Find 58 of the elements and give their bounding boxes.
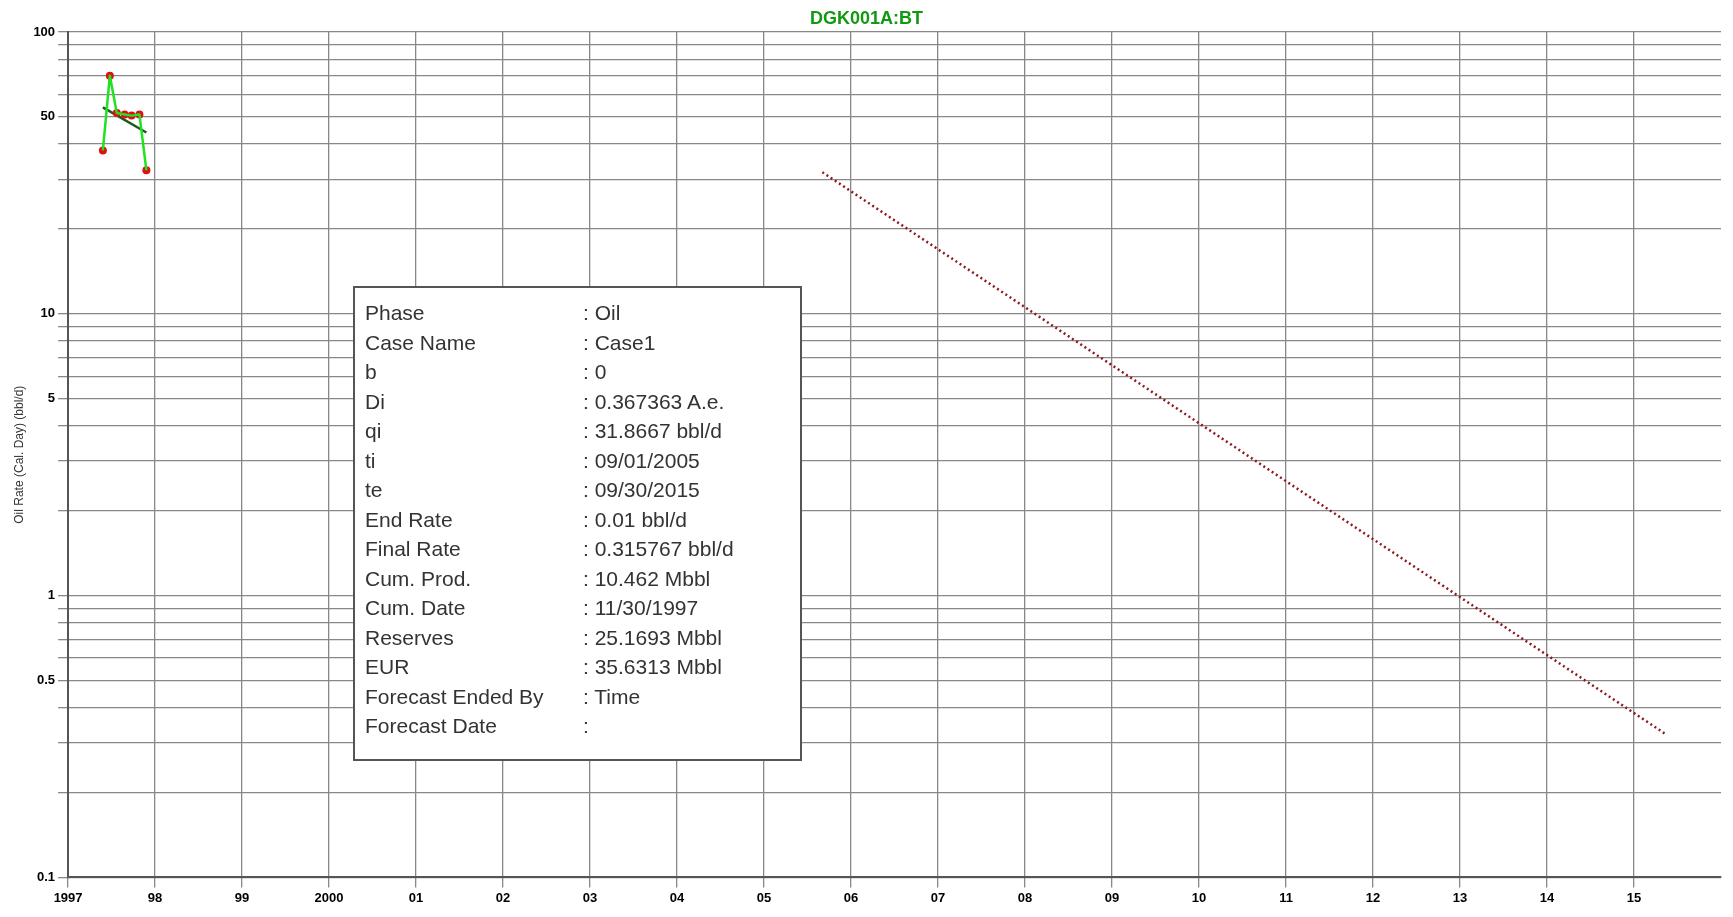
y-tick-label: 100: [33, 23, 56, 39]
annotation: : 0.01 bbl/d: [583, 506, 687, 533]
annotation: :: [583, 713, 589, 739]
x-tick-label: 04: [669, 889, 686, 905]
annotation: qi: [365, 418, 383, 444]
annotation: Cum. Prod.: [365, 565, 473, 592]
annotation: : Case1: [583, 329, 656, 356]
x-tick-label: 1997: [53, 889, 83, 905]
y-tick-label: 0.5: [37, 672, 56, 688]
annotation: ti: [365, 447, 377, 474]
x-tick-label: 10: [1191, 889, 1207, 905]
x-tick-label: 05: [756, 889, 772, 905]
annotation: : 0: [583, 359, 607, 385]
annotation: Cum. Date: [365, 595, 467, 621]
annotation: Final Rate: [365, 536, 462, 562]
annotation: : Time: [583, 683, 641, 710]
x-tick-label: 08: [1017, 889, 1033, 905]
annotation: EUR: [365, 654, 411, 680]
y-tick-label: 10: [40, 305, 56, 321]
annotation: : 09/01/2005: [583, 447, 700, 474]
annotation: Forecast Date: [365, 713, 498, 739]
x-tick-label: 02: [495, 889, 511, 905]
y-tick-label: 0.1: [37, 868, 56, 884]
annotation: Case Name: [365, 329, 477, 356]
x-tick-label: 13: [1452, 889, 1468, 905]
annotation: : 25.1693 Mbbl: [583, 624, 722, 651]
annotation: : 35.6313 Mbbl: [583, 654, 722, 680]
y-tick-label: 5: [47, 390, 56, 406]
annotation: End Rate: [365, 506, 454, 533]
annotation: : 11/30/1997: [583, 595, 699, 621]
annotation: : 0.367363 A.e.: [583, 388, 725, 415]
y-tick-label: 50: [40, 108, 56, 124]
x-tick-label: 99: [234, 889, 250, 905]
x-tick-label: 14: [1539, 889, 1556, 905]
x-tick-label: 07: [930, 889, 946, 905]
annotation: Reserves: [365, 624, 455, 651]
y-axis-title: Oil Rate (Cal. Day) (bbl/d): [11, 385, 26, 524]
x-tick-label: 03: [582, 889, 598, 905]
annotation: Di: [365, 388, 386, 415]
x-tick-label: 09: [1104, 889, 1120, 905]
x-tick-label: 15: [1626, 889, 1642, 905]
annotation: te: [365, 477, 384, 503]
annotation: Forecast Ended By: [365, 683, 545, 710]
annotation: : 31.8667 bbl/d: [583, 418, 722, 444]
x-tick-label: 11: [1279, 889, 1293, 905]
annotation: : 0.315767 bbl/d: [583, 536, 734, 562]
x-tick-label: 12: [1365, 889, 1381, 905]
chart-title: DGK001A:BT: [809, 8, 924, 28]
annotation: : 09/30/2015: [583, 477, 700, 503]
x-tick-label: 06: [843, 889, 859, 905]
annotation: : 10.462 Mbbl: [583, 565, 711, 592]
annotation: b: [365, 359, 378, 385]
annotation: Phase: [365, 300, 426, 326]
y-tick-label: 1: [47, 587, 56, 603]
x-tick-label: 98: [147, 889, 163, 905]
x-tick-label: 01: [408, 889, 424, 905]
x-tick-label: 2000: [314, 889, 344, 905]
annotation: : Oil: [583, 300, 621, 326]
